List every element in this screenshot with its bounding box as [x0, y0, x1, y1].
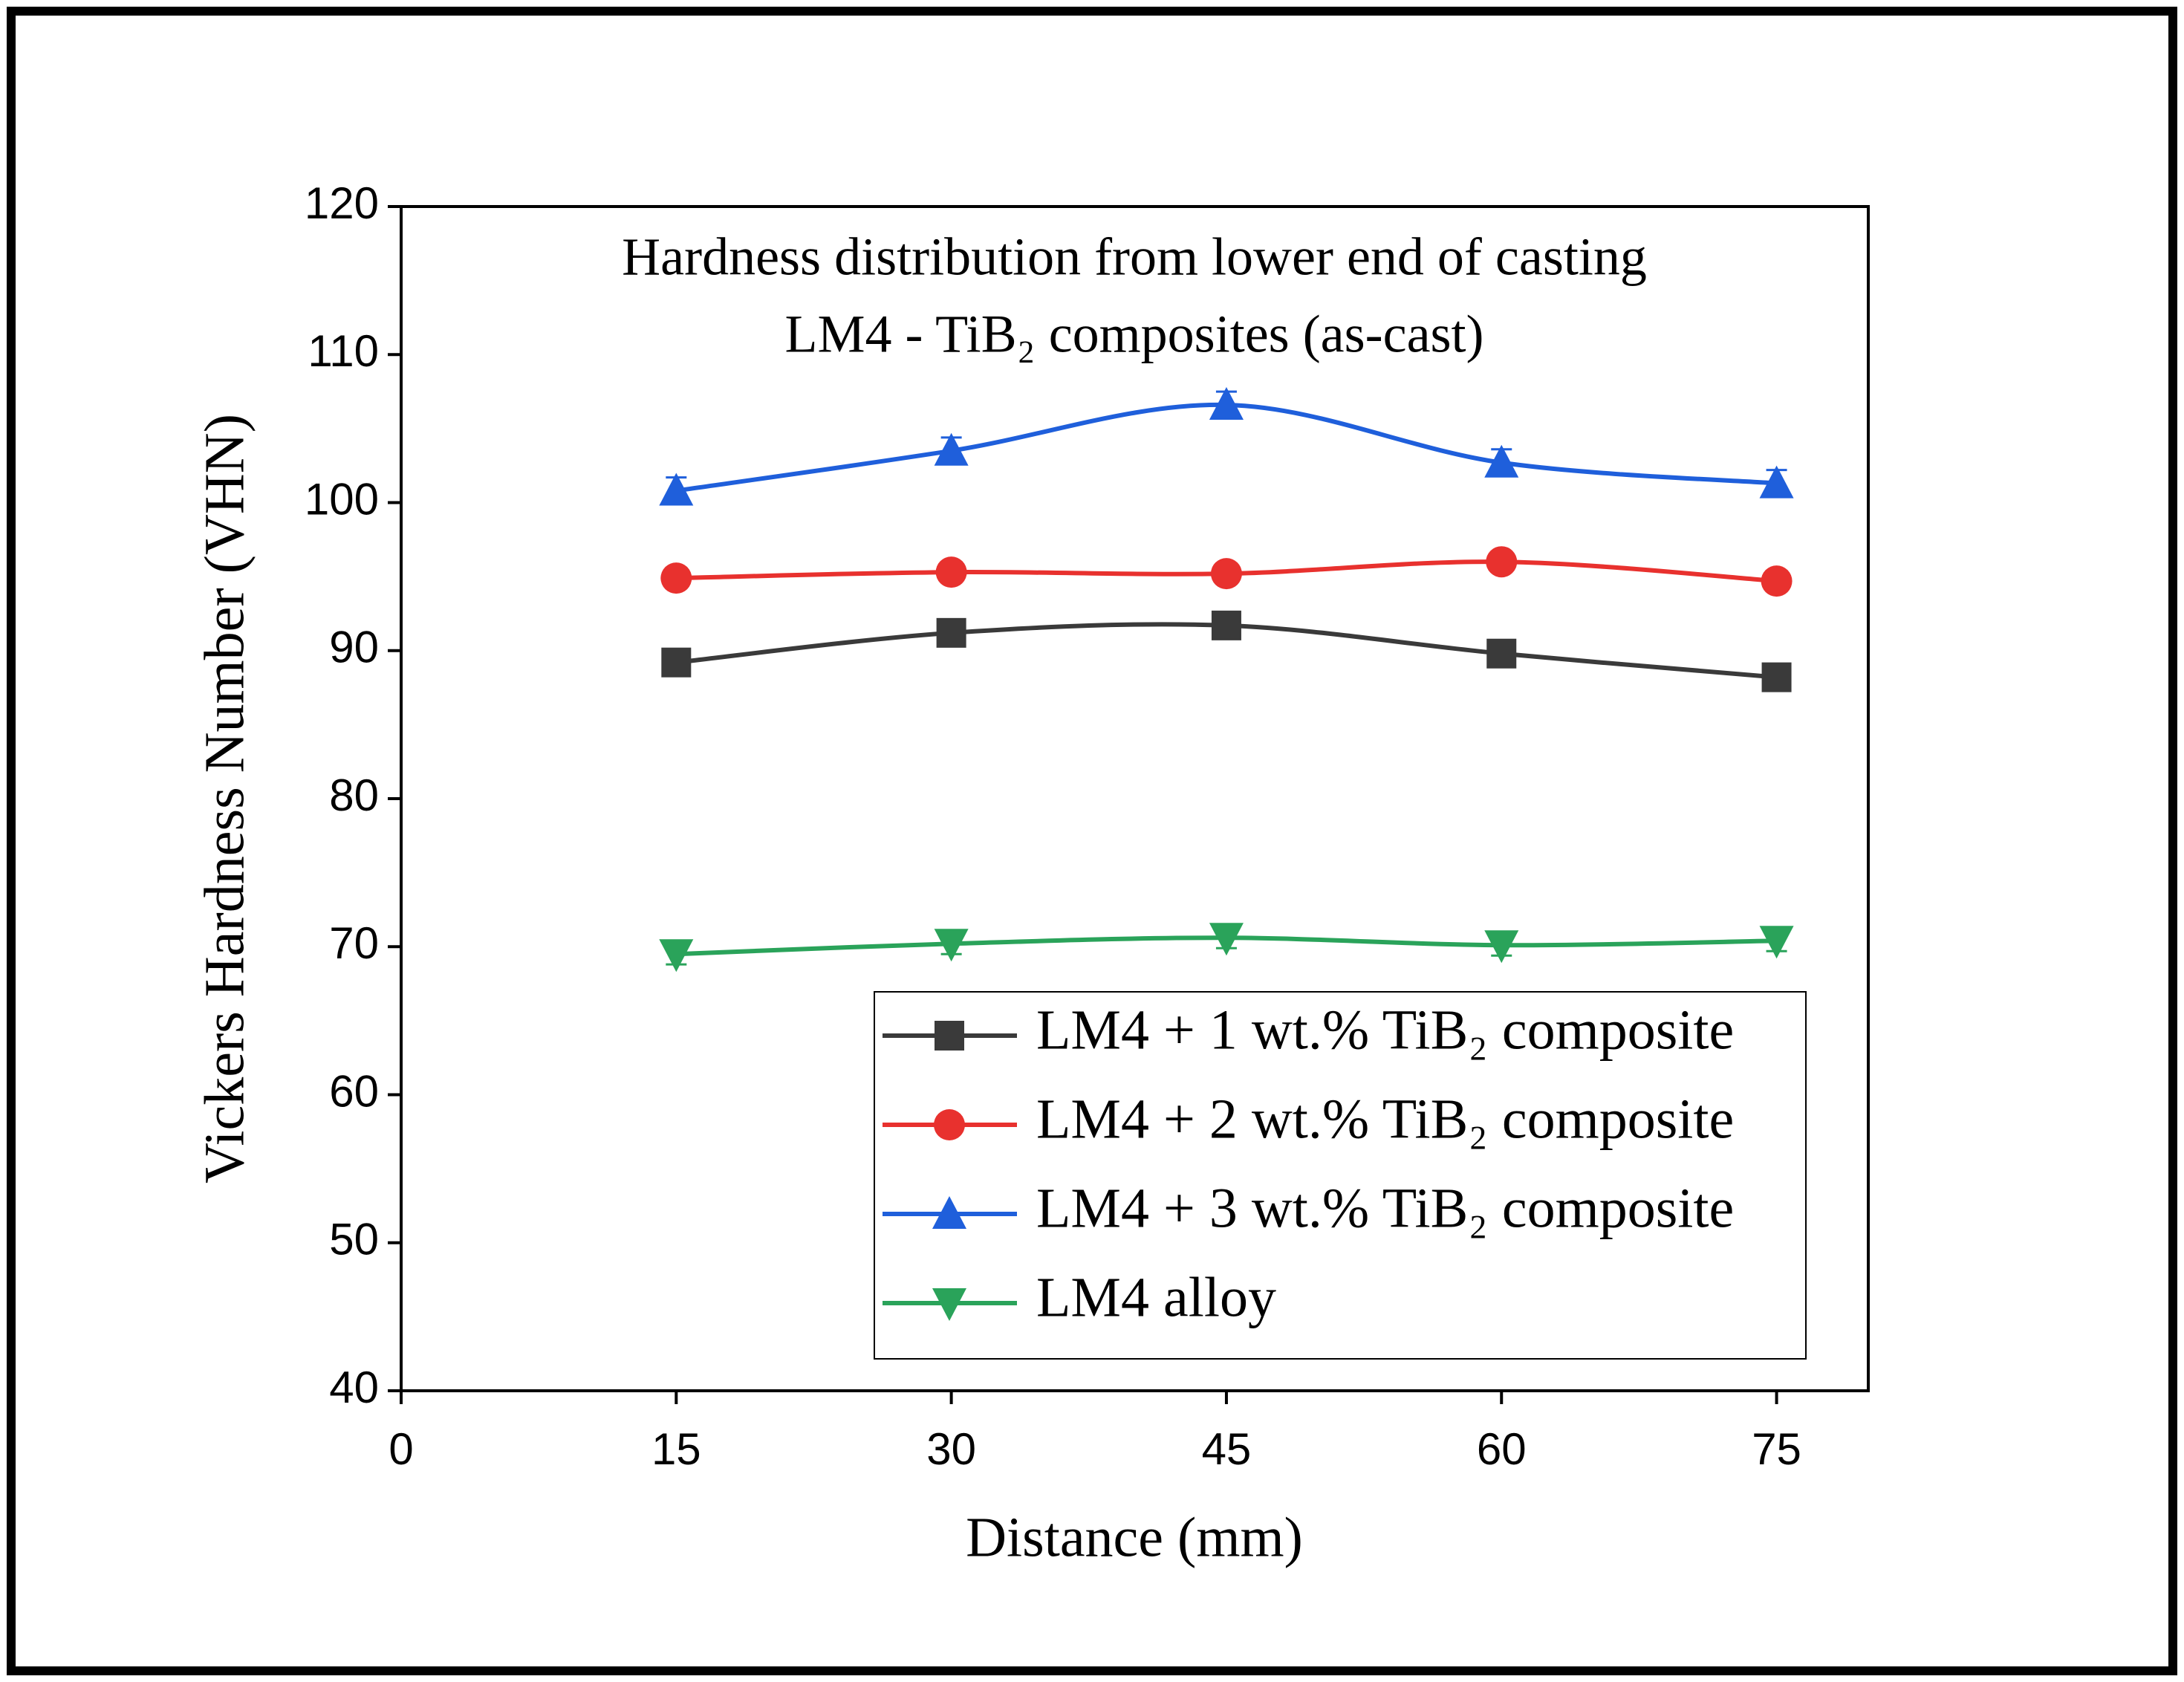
x-tick-label: 45 — [1202, 1424, 1252, 1474]
marker — [1209, 923, 1244, 956]
marker — [935, 556, 967, 588]
y-tick-label: 40 — [329, 1363, 379, 1412]
x-tick-label: 30 — [926, 1424, 976, 1474]
marker — [1761, 565, 1793, 597]
marker — [660, 562, 692, 594]
y-axis-title: Vickers Hardness Number (VHN) — [193, 414, 256, 1183]
x-tick-label: 0 — [389, 1424, 413, 1474]
marker — [1209, 386, 1244, 420]
y-tick-label: 70 — [329, 918, 379, 968]
marker — [1484, 930, 1519, 964]
legend-label: LM4 + 1 wt.% TiB₂ composite — [1036, 999, 1734, 1061]
marker — [932, 1196, 966, 1229]
marker — [935, 1021, 964, 1051]
marker — [934, 1109, 965, 1140]
marker — [659, 939, 694, 972]
marker — [1759, 465, 1794, 499]
marker — [934, 929, 969, 962]
x-axis-title: Distance (mm) — [966, 1506, 1303, 1568]
y-tick-label: 120 — [305, 178, 379, 228]
legend-label: LM4 + 3 wt.% TiB₂ composite — [1036, 1177, 1734, 1239]
y-tick-label: 110 — [308, 326, 379, 376]
chart-title: Hardness distribution from lower end of … — [622, 227, 1647, 287]
marker — [934, 432, 969, 466]
x-tick-label: 75 — [1752, 1424, 1801, 1474]
y-tick-label: 50 — [329, 1215, 379, 1264]
x-tick-label: 15 — [651, 1424, 701, 1474]
y-tick-label: 80 — [329, 770, 379, 820]
marker — [1486, 546, 1518, 578]
marker — [659, 473, 694, 506]
legend-label: LM4 alloy — [1036, 1266, 1276, 1328]
marker — [1486, 638, 1517, 669]
marker — [1211, 610, 1241, 640]
chart-subtitle: LM4 - TiB₂ composites (as-cast) — [784, 305, 1483, 364]
x-tick-label: 60 — [1477, 1424, 1527, 1474]
y-tick-label: 90 — [329, 623, 379, 672]
marker — [1484, 444, 1519, 478]
marker — [932, 1288, 966, 1321]
y-tick-label: 100 — [305, 474, 379, 524]
legend: LM4 + 1 wt.% TiB₂ composite LM4 + 2 wt.% … — [874, 991, 1807, 1360]
frame — [7, 7, 2177, 1675]
marker — [661, 647, 692, 678]
legend-label: LM4 + 2 wt.% TiB₂ composite — [1036, 1088, 1734, 1150]
marker — [1210, 558, 1242, 590]
marker — [1761, 662, 1792, 692]
legend-box — [874, 991, 1807, 1360]
y-tick-label: 60 — [329, 1066, 379, 1116]
marker — [936, 617, 966, 648]
marker — [1759, 926, 1794, 959]
